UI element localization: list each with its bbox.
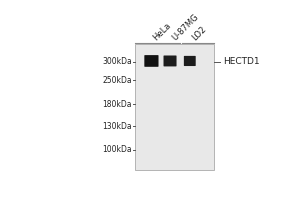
Text: 100kDa: 100kDa bbox=[102, 145, 132, 154]
Text: 300kDa: 300kDa bbox=[102, 57, 132, 66]
Text: HECTD1: HECTD1 bbox=[224, 57, 260, 66]
Text: HeLa: HeLa bbox=[152, 21, 173, 42]
Text: U-87MG: U-87MG bbox=[170, 12, 200, 42]
Text: 130kDa: 130kDa bbox=[102, 122, 132, 131]
FancyBboxPatch shape bbox=[144, 55, 158, 67]
Text: 250kDa: 250kDa bbox=[102, 76, 132, 85]
Text: LO2: LO2 bbox=[190, 25, 208, 42]
FancyBboxPatch shape bbox=[184, 56, 196, 66]
FancyBboxPatch shape bbox=[164, 55, 176, 66]
Text: 180kDa: 180kDa bbox=[102, 100, 132, 109]
Bar bbox=[135, 44, 214, 170]
